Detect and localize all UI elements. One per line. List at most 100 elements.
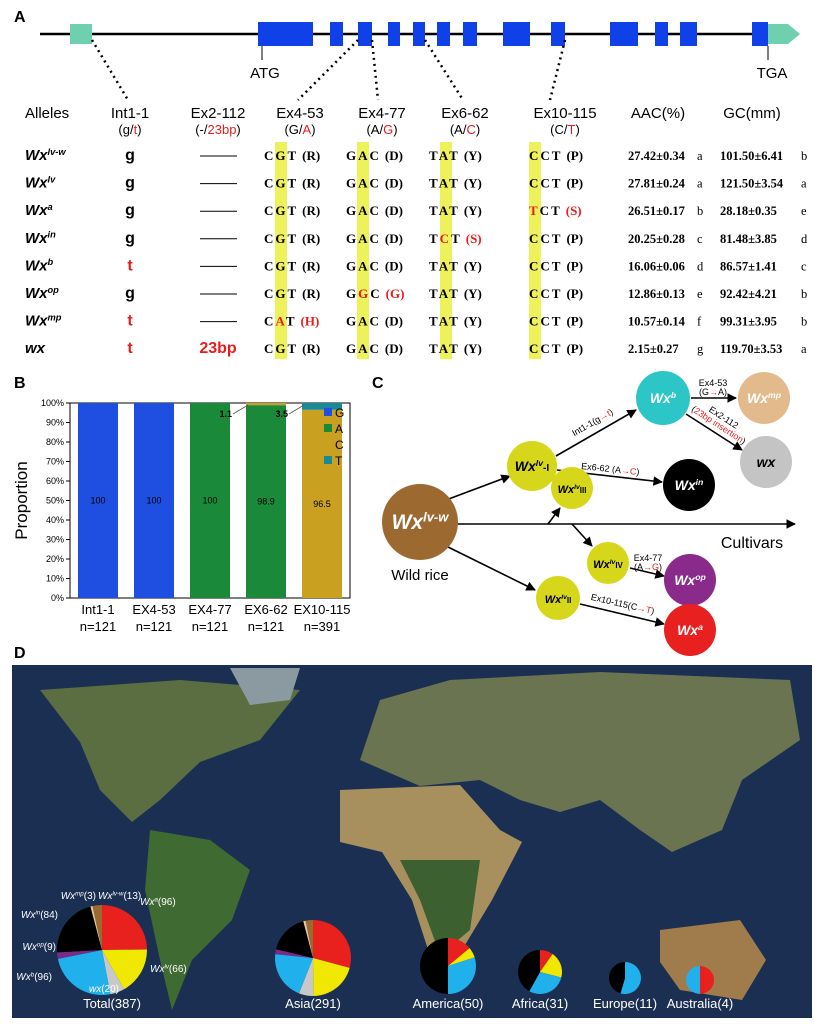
aac-group: a — [697, 149, 703, 163]
codon-letter: T — [429, 231, 440, 246]
allele-node — [663, 459, 715, 511]
text-span: IV — [615, 561, 623, 570]
panel-label: D — [14, 645, 26, 662]
codon: CGT (R) — [264, 203, 320, 218]
text-span: lv — [610, 559, 617, 566]
text-span: →C — [620, 465, 637, 477]
pie-slice — [275, 949, 313, 958]
text-span: wx — [25, 340, 46, 357]
x-tick-label: EX4-53 — [132, 602, 175, 617]
gc-group: b — [801, 315, 807, 329]
allele-name: Wxb — [25, 257, 54, 274]
text-span: Wx — [22, 942, 37, 953]
x-tick-label: EX4-77 — [188, 602, 231, 617]
pie-slice — [540, 950, 553, 972]
text-span: Ex6-62 — [581, 461, 613, 474]
value-label: 1.1 — [219, 409, 232, 419]
text-span: GAC — [346, 314, 381, 329]
text-span: b — [48, 257, 54, 267]
text-span: TAT — [429, 286, 460, 301]
text-span: (D) — [385, 176, 403, 191]
text-span: ) — [236, 122, 240, 137]
legend-label: C — [335, 438, 344, 452]
pie-slice — [303, 920, 313, 958]
codon-letter: G — [358, 286, 370, 301]
pie-slice — [276, 921, 313, 958]
text-span: (9) — [44, 942, 56, 953]
y-tick-label: 30% — [46, 535, 64, 545]
gc-group: a — [801, 177, 807, 191]
gc-group: e — [801, 204, 807, 218]
y-tick-label: 40% — [46, 515, 64, 525]
x-tick-label: Int1-1 — [81, 602, 114, 617]
aac-group: a — [697, 177, 703, 191]
text-span: TAT — [429, 148, 460, 163]
text-span: A) — [718, 387, 727, 397]
aac-group: c — [697, 232, 703, 246]
allele-name: Wxlv-w — [392, 510, 450, 534]
text-span: Wx — [392, 511, 425, 534]
text-span: GAC — [346, 176, 381, 191]
text-span: ) — [476, 122, 480, 137]
wild-label: Wild rice — [391, 567, 449, 584]
codon-letter: C — [370, 286, 381, 301]
allele-name: wx — [25, 340, 46, 357]
bar-segment — [246, 405, 286, 598]
allele-name: Wxop — [674, 572, 706, 588]
legend-label: A — [335, 422, 343, 436]
gc-value: 99.31±3.95 — [720, 315, 777, 329]
text-span: (G — [699, 387, 709, 397]
text-span: 23bp — [208, 122, 237, 137]
text-span: ) — [393, 122, 397, 137]
text-span: (D) — [385, 341, 403, 356]
pie-label: America(50) — [413, 996, 484, 1011]
text-span: (H) — [301, 314, 320, 329]
int1-genotype: g — [125, 285, 135, 302]
y-tick-label: 20% — [46, 554, 64, 564]
text-span: a — [698, 622, 703, 632]
text-span: TCT — [429, 231, 462, 246]
codon: GAC (D) — [346, 203, 403, 218]
text-span: Wx — [515, 458, 537, 474]
codon: CAT (H) — [264, 314, 319, 329]
text-span: (A — [634, 562, 643, 572]
gc-group: d — [801, 232, 808, 246]
codon: CCT (P) — [529, 231, 583, 246]
arrow — [685, 413, 743, 451]
text-span: (A/ — [450, 122, 467, 137]
codon: CGT (R) — [264, 148, 320, 163]
land — [230, 668, 300, 705]
bar-segment — [78, 403, 118, 598]
column-subheader: (g/t) — [118, 122, 141, 137]
x-tick-note: n=391 — [304, 619, 341, 634]
allele-name: Wxlv-I — [515, 458, 550, 474]
gc-value: 119.70±3.53 — [720, 342, 782, 356]
text-span: (Y) — [464, 286, 482, 301]
text-span: T — [568, 122, 576, 137]
text-span: in — [696, 477, 704, 487]
panel-label: C — [372, 375, 384, 392]
aac-group: e — [697, 287, 703, 301]
edge-label: Ex4-53 — [699, 378, 728, 388]
int1-genotype: g — [125, 147, 135, 164]
codon: CCT (P) — [529, 148, 583, 163]
column-subheader: (-/23bp) — [195, 122, 241, 137]
text-span: (13) — [123, 891, 141, 902]
text-span: (D) — [385, 231, 403, 246]
text-span: → — [709, 387, 718, 397]
allele-node — [738, 372, 790, 424]
arrow — [571, 523, 593, 547]
axis-label: Cultivars — [721, 535, 783, 552]
text-span: mp — [75, 891, 84, 898]
value-label: 100 — [202, 496, 217, 506]
text-span: GAC — [346, 258, 381, 273]
codon-letter: C — [264, 314, 275, 329]
gc-group: c — [801, 259, 807, 273]
y-axis-label: Proportion — [12, 461, 31, 539]
text-span: (Y) — [464, 258, 482, 273]
text-span: CGT — [264, 203, 298, 218]
start-codon-label: ATG — [250, 65, 280, 82]
allele-name: Wxmp — [747, 390, 782, 406]
text-span: (Y) — [464, 314, 482, 329]
gc-value: 101.50±6.41 — [720, 149, 783, 163]
